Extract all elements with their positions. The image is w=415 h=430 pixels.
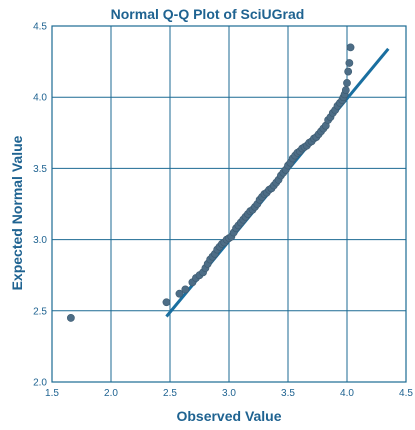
y-tick-label: 3.0 [33,235,47,246]
x-tick-label: 2.0 [104,388,118,399]
data-point [344,67,353,76]
x-tick-label: 4.5 [399,388,413,399]
grid [51,25,407,383]
data-point [181,285,190,294]
x-tick-label: 3.5 [281,388,295,399]
x-axis-label: Observed Value [176,408,282,424]
data-point [66,314,75,322]
chart-title: Normal Q-Q Plot of SciUGrad [110,6,305,22]
data-point [162,298,171,307]
y-tick-label: 4.0 [33,93,47,104]
x-tick-label: 3.0 [222,388,236,399]
y-tick-label: 2.5 [33,306,47,317]
data-point [346,43,355,52]
data-points [66,43,355,322]
data-point [175,289,184,298]
data-point [345,59,354,67]
y-tick-label: 3.5 [33,164,47,175]
x-tick-label: 1.5 [45,388,59,399]
tick-labels: 1.5 2.0 2.5 3.0 3.5 4.0 4.52.02.53.03.54.04.5 [33,22,413,400]
data-point [343,79,351,87]
y-tick-label: 2.0 [33,378,47,389]
x-tick-label: 4.0 [340,388,354,399]
x-tick-label: 2.5 [163,388,177,399]
y-tick-label: 4.5 [33,22,47,33]
data-point [341,86,350,94]
